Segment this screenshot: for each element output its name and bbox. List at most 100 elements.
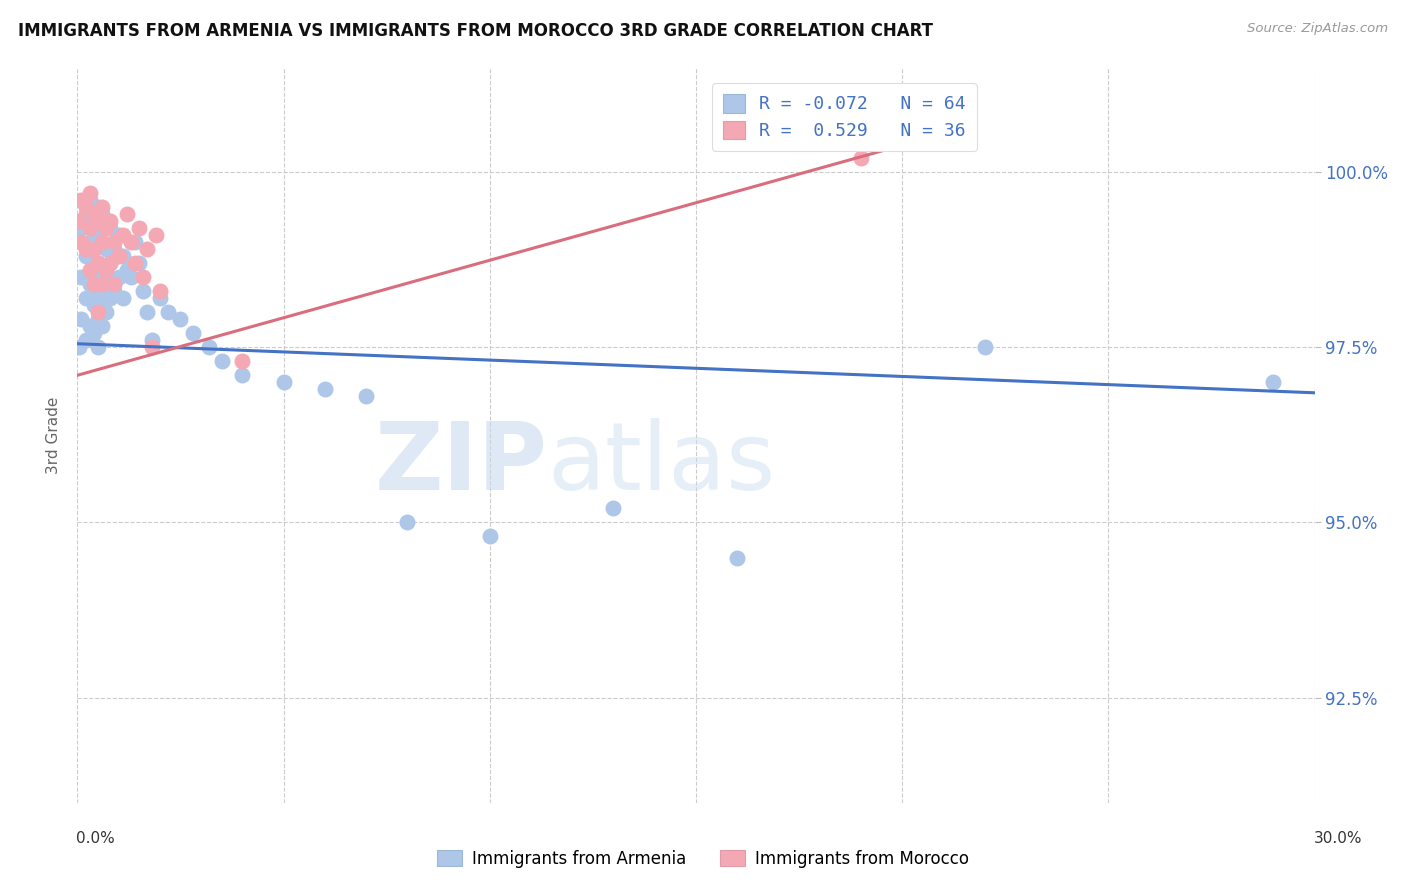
Point bbox=[96, 242, 118, 256]
Point bbox=[87, 284, 110, 298]
Point bbox=[273, 376, 295, 390]
Point bbox=[91, 291, 114, 305]
Point bbox=[96, 270, 118, 285]
Point bbox=[124, 235, 146, 249]
Point bbox=[145, 228, 167, 243]
Point bbox=[198, 340, 221, 354]
Point bbox=[96, 221, 118, 235]
Text: Source: ZipAtlas.com: Source: ZipAtlas.com bbox=[1247, 22, 1388, 36]
Text: 30.0%: 30.0% bbox=[1315, 831, 1362, 847]
Point bbox=[87, 340, 110, 354]
Point bbox=[128, 256, 150, 270]
Point bbox=[128, 221, 150, 235]
Text: 0.0%: 0.0% bbox=[76, 831, 115, 847]
Point bbox=[83, 277, 105, 292]
Point bbox=[70, 221, 93, 235]
Point bbox=[83, 207, 105, 221]
Point bbox=[70, 312, 93, 326]
Point bbox=[91, 235, 114, 249]
Point bbox=[83, 242, 105, 256]
Point bbox=[96, 305, 118, 319]
Point bbox=[103, 284, 125, 298]
Point bbox=[132, 270, 155, 285]
Point bbox=[602, 501, 624, 516]
Legend: R = -0.072   N = 64, R =  0.529   N = 36: R = -0.072 N = 64, R = 0.529 N = 36 bbox=[713, 83, 977, 151]
Point bbox=[231, 354, 253, 368]
Text: atlas: atlas bbox=[547, 418, 776, 510]
Point bbox=[725, 550, 748, 565]
Point bbox=[87, 305, 110, 319]
Point bbox=[849, 151, 872, 165]
Point bbox=[83, 270, 105, 285]
Point bbox=[91, 319, 114, 334]
Point bbox=[136, 305, 159, 319]
Text: ZIP: ZIP bbox=[374, 418, 547, 510]
Point bbox=[107, 270, 129, 285]
Y-axis label: 3rd Grade: 3rd Grade bbox=[46, 396, 62, 474]
Point bbox=[107, 249, 129, 263]
Point bbox=[79, 235, 101, 249]
Point bbox=[98, 291, 121, 305]
Point bbox=[79, 263, 101, 277]
Point bbox=[354, 389, 377, 403]
Point bbox=[79, 319, 101, 334]
Point bbox=[478, 529, 501, 543]
Point bbox=[83, 326, 105, 341]
Point bbox=[120, 235, 142, 249]
Point bbox=[79, 193, 101, 207]
Point bbox=[120, 270, 142, 285]
Point bbox=[83, 242, 105, 256]
Point bbox=[111, 228, 134, 243]
Point bbox=[111, 249, 134, 263]
Point bbox=[87, 200, 110, 214]
Point bbox=[70, 270, 93, 285]
Point bbox=[87, 214, 110, 228]
Point bbox=[87, 256, 110, 270]
Point bbox=[96, 214, 118, 228]
Point bbox=[70, 193, 93, 207]
Point bbox=[111, 291, 134, 305]
Point bbox=[115, 207, 138, 221]
Point bbox=[75, 333, 97, 347]
Text: IMMIGRANTS FROM ARMENIA VS IMMIGRANTS FROM MOROCCO 3RD GRADE CORRELATION CHART: IMMIGRANTS FROM ARMENIA VS IMMIGRANTS FR… bbox=[18, 22, 934, 40]
Point bbox=[75, 200, 97, 214]
Point bbox=[1263, 376, 1285, 390]
Point bbox=[115, 263, 138, 277]
Point bbox=[75, 207, 97, 221]
Point bbox=[103, 277, 125, 292]
Point bbox=[67, 340, 90, 354]
Point bbox=[87, 312, 110, 326]
Point bbox=[181, 326, 204, 341]
Point bbox=[67, 214, 90, 228]
Point bbox=[91, 200, 114, 214]
Point bbox=[91, 235, 114, 249]
Point bbox=[103, 242, 125, 256]
Point bbox=[79, 221, 101, 235]
Point bbox=[70, 235, 93, 249]
Point bbox=[973, 340, 995, 354]
Point bbox=[141, 340, 163, 354]
Point bbox=[231, 368, 253, 383]
Point bbox=[149, 291, 172, 305]
Point bbox=[98, 256, 121, 270]
Point bbox=[132, 284, 155, 298]
Point bbox=[98, 221, 121, 235]
Point bbox=[75, 291, 97, 305]
Point bbox=[87, 228, 110, 243]
Point bbox=[169, 312, 191, 326]
Point bbox=[107, 228, 129, 243]
Point bbox=[314, 382, 336, 396]
Point bbox=[75, 242, 97, 256]
Point bbox=[149, 284, 172, 298]
Legend: Immigrants from Armenia, Immigrants from Morocco: Immigrants from Armenia, Immigrants from… bbox=[430, 844, 976, 875]
Point bbox=[396, 516, 419, 530]
Point bbox=[83, 298, 105, 312]
Point bbox=[98, 256, 121, 270]
Point bbox=[124, 256, 146, 270]
Point bbox=[157, 305, 180, 319]
Point bbox=[103, 235, 125, 249]
Point bbox=[75, 249, 97, 263]
Point bbox=[91, 277, 114, 292]
Point bbox=[91, 207, 114, 221]
Point bbox=[91, 263, 114, 277]
